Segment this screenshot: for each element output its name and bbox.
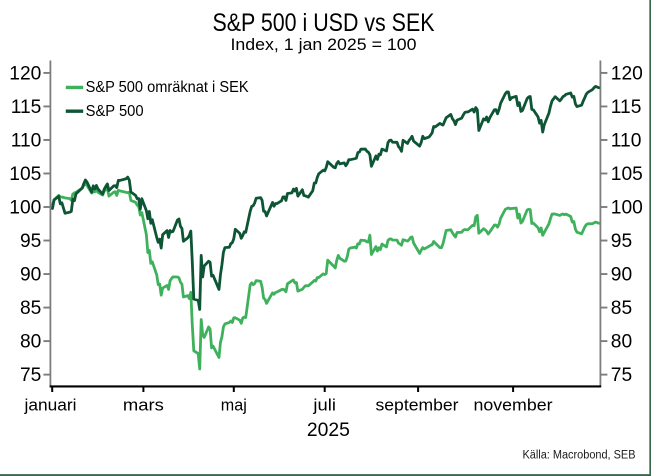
svg-text:95: 95 <box>20 231 41 252</box>
svg-text:september: september <box>376 395 459 414</box>
svg-text:85: 85 <box>611 298 632 319</box>
svg-text:S&P 500 omräknat i SEK: S&P 500 omräknat i SEK <box>86 79 249 96</box>
svg-text:100: 100 <box>9 198 41 219</box>
svg-text:75: 75 <box>20 365 41 386</box>
svg-text:S&P 500 i USD vs SEK: S&P 500 i USD vs SEK <box>213 10 436 37</box>
svg-text:mars: mars <box>123 395 164 414</box>
svg-text:75: 75 <box>611 365 632 386</box>
svg-text:100: 100 <box>611 198 643 219</box>
svg-text:90: 90 <box>611 265 632 286</box>
svg-text:2025: 2025 <box>307 420 350 441</box>
svg-text:S&P 500: S&P 500 <box>86 103 144 120</box>
svg-text:90: 90 <box>20 265 41 286</box>
svg-text:Index, 1 jan 2025 = 100: Index, 1 jan 2025 = 100 <box>231 36 417 54</box>
svg-text:110: 110 <box>11 130 42 151</box>
svg-text:115: 115 <box>11 97 42 118</box>
svg-text:120: 120 <box>9 63 41 84</box>
svg-text:105: 105 <box>611 164 643 185</box>
svg-text:Källa: Macrobond, SEB: Källa: Macrobond, SEB <box>523 450 636 462</box>
svg-text:110: 110 <box>611 130 642 151</box>
svg-text:115: 115 <box>611 97 642 118</box>
svg-text:juli: juli <box>312 395 336 414</box>
svg-text:80: 80 <box>611 332 632 353</box>
svg-text:januari: januari <box>23 395 76 414</box>
svg-text:95: 95 <box>611 231 632 252</box>
svg-text:120: 120 <box>611 63 643 84</box>
svg-text:105: 105 <box>9 164 41 185</box>
svg-text:85: 85 <box>20 298 41 319</box>
svg-text:november: november <box>474 395 553 414</box>
svg-text:maj: maj <box>221 395 247 414</box>
svg-text:80: 80 <box>20 332 41 353</box>
